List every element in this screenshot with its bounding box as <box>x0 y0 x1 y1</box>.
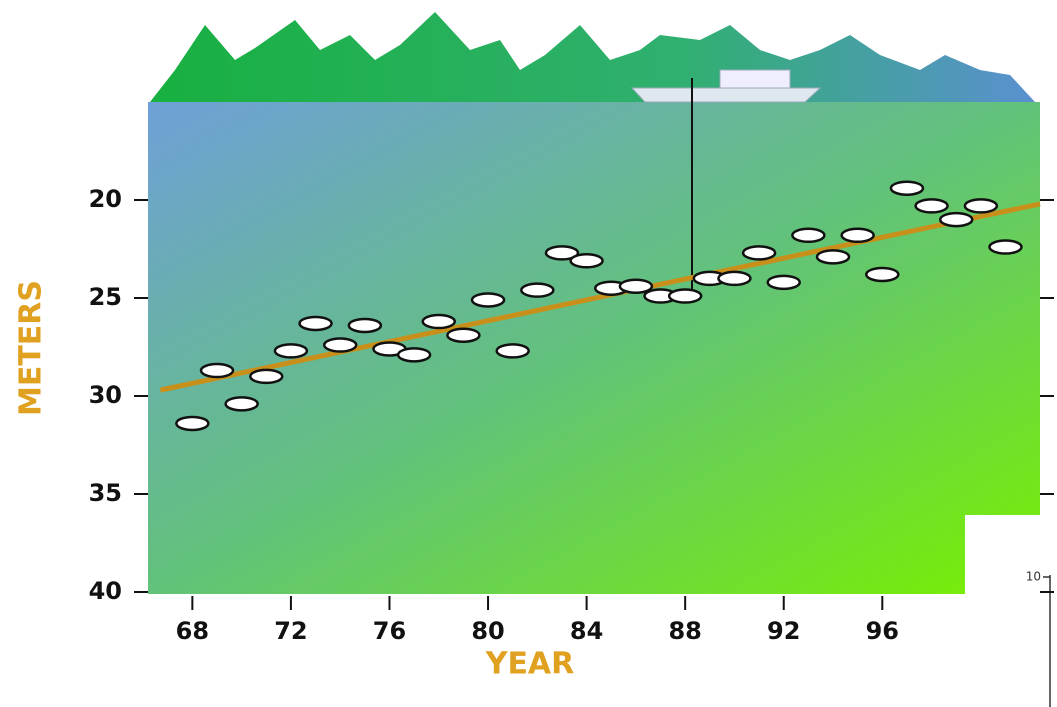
inset-panel <box>965 515 1057 707</box>
page: {"chart_data": [ {"type": "scatter", "x_… <box>0 0 1057 707</box>
chart: YEAR METERS 20 25 30 35 40 68 72 76 80 84 88 92 96 10 <box>0 0 1057 707</box>
data-point <box>324 339 356 352</box>
data-point <box>472 293 504 306</box>
data-point <box>398 348 430 361</box>
x-tick-label: 88 <box>668 617 701 645</box>
x-tick-label: 92 <box>767 617 800 645</box>
data-point <box>792 229 824 242</box>
data-point <box>743 246 775 259</box>
y-tick-label: 30 <box>89 381 122 409</box>
data-point <box>300 317 332 330</box>
inset-y-tick-label: 10 <box>1026 570 1041 584</box>
data-point <box>940 213 972 226</box>
data-point <box>891 182 923 195</box>
data-point <box>916 199 948 212</box>
data-point <box>349 319 381 332</box>
data-point <box>497 344 529 357</box>
boat <box>632 88 820 102</box>
x-tick-label: 76 <box>373 617 406 645</box>
y-tick-label: 20 <box>89 185 122 213</box>
data-point <box>201 364 233 377</box>
x-axis-label: YEAR <box>485 647 575 682</box>
data-point <box>226 397 258 410</box>
data-point <box>842 229 874 242</box>
x-tick-label: 80 <box>471 617 504 645</box>
x-tick-label: 72 <box>274 617 307 645</box>
y-axis-label: METERS <box>14 280 49 416</box>
y-tick-label: 35 <box>89 479 122 507</box>
data-point <box>866 268 898 281</box>
y-tick-label: 25 <box>89 283 122 311</box>
x-tick-label: 84 <box>570 617 603 645</box>
x-tick-label: 96 <box>866 617 899 645</box>
data-point <box>718 272 750 285</box>
data-point <box>965 199 997 212</box>
boat-cabin <box>720 70 790 88</box>
data-point <box>817 250 849 263</box>
y-tick-label: 40 <box>89 577 122 605</box>
data-point <box>669 290 701 303</box>
data-point <box>620 280 652 293</box>
data-point <box>571 254 603 267</box>
data-point <box>521 284 553 297</box>
mountains <box>150 12 1035 102</box>
data-point <box>176 417 208 430</box>
data-point <box>250 370 282 383</box>
data-point <box>423 315 455 328</box>
data-point <box>990 241 1022 254</box>
data-point <box>275 344 307 357</box>
data-point <box>768 276 800 289</box>
data-point <box>447 329 479 342</box>
x-tick-label: 68 <box>176 617 209 645</box>
